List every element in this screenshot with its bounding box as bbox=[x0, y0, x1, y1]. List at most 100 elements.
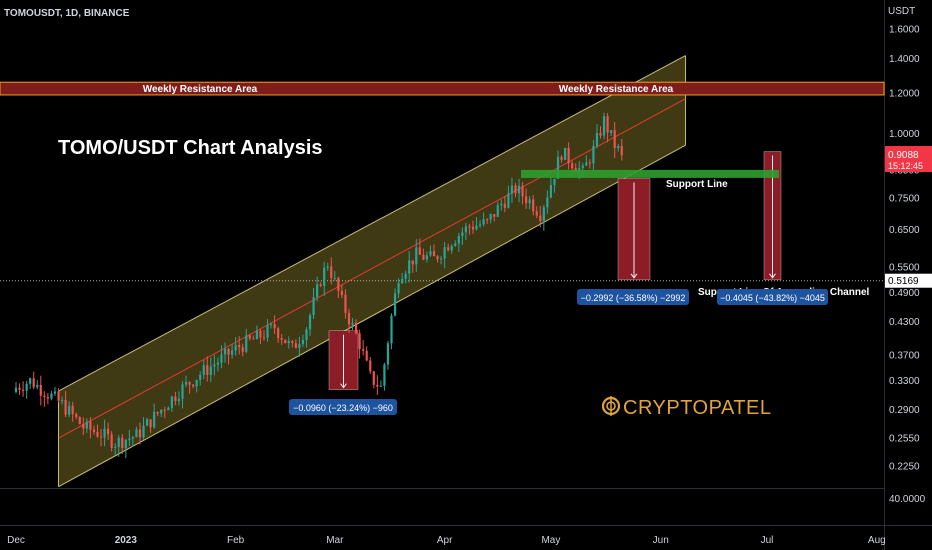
candle-body bbox=[167, 407, 170, 411]
candle-body bbox=[149, 419, 152, 428]
countdown-value: 15:12:45 bbox=[888, 161, 923, 171]
candle-body bbox=[415, 247, 418, 265]
candle bbox=[503, 196, 506, 213]
candle-body bbox=[223, 348, 227, 355]
candle bbox=[78, 416, 81, 425]
candle-body bbox=[333, 277, 336, 279]
lower-pane-tick-label: 40.0000 bbox=[889, 494, 926, 505]
candle bbox=[114, 443, 117, 455]
candle-body bbox=[238, 344, 241, 348]
candle-body bbox=[560, 156, 563, 160]
candle bbox=[29, 377, 32, 389]
candle bbox=[482, 212, 485, 227]
candle-body bbox=[25, 383, 28, 391]
candle-body bbox=[131, 437, 134, 439]
candle-body bbox=[89, 421, 92, 430]
candle-body bbox=[114, 447, 117, 449]
current-price-value: 0.9088 bbox=[888, 150, 919, 161]
candle bbox=[269, 322, 273, 329]
candle bbox=[213, 355, 216, 376]
candle bbox=[372, 370, 375, 389]
candle-body bbox=[99, 436, 103, 438]
candle bbox=[43, 391, 46, 407]
measure-box: −0.2992 (−36.58%) −2992 bbox=[577, 178, 689, 305]
candle bbox=[358, 329, 361, 359]
candle bbox=[316, 276, 319, 302]
candle-body bbox=[266, 325, 269, 338]
candle bbox=[606, 113, 609, 143]
candle bbox=[89, 417, 92, 439]
candle bbox=[71, 401, 74, 422]
candle-body bbox=[620, 146, 623, 156]
candle-body bbox=[319, 284, 322, 286]
candle-body bbox=[75, 413, 78, 418]
candle bbox=[457, 232, 460, 252]
candle-body bbox=[404, 273, 407, 279]
candle bbox=[131, 435, 134, 447]
candle-body bbox=[401, 278, 404, 284]
time-tick-label: May bbox=[541, 535, 560, 546]
candle bbox=[60, 396, 64, 405]
candle-body bbox=[379, 385, 382, 387]
candle-body bbox=[60, 399, 64, 401]
candle-body bbox=[153, 411, 156, 428]
candle bbox=[379, 380, 382, 388]
candle-body bbox=[305, 329, 308, 340]
weekly-resistance-area[interactable]: Weekly Resistance Area Weekly Resistance … bbox=[0, 81, 885, 96]
candle-body bbox=[549, 185, 553, 198]
resistance-label-right: Weekly Resistance Area bbox=[559, 84, 674, 95]
candle-body bbox=[613, 130, 616, 149]
currency-label: USDT bbox=[888, 6, 915, 17]
logo-text: CRYPTOPATEL bbox=[623, 397, 772, 419]
candle bbox=[238, 336, 241, 355]
candle-body bbox=[493, 214, 496, 217]
candle bbox=[535, 206, 538, 218]
candle-body bbox=[195, 379, 198, 387]
symbol-header: TOMOUSDT, 1D, BINANCE bbox=[4, 8, 130, 19]
candle-body bbox=[528, 199, 531, 204]
candle bbox=[415, 239, 418, 272]
candle bbox=[436, 254, 439, 263]
candle bbox=[354, 319, 358, 335]
candle-body bbox=[230, 350, 234, 355]
candle-body bbox=[298, 343, 301, 349]
time-tick-label: Aug bbox=[868, 535, 886, 546]
candle-body bbox=[29, 378, 32, 384]
candle bbox=[248, 333, 251, 341]
candle-body bbox=[354, 323, 358, 334]
time-tick-label: Dec bbox=[7, 535, 25, 546]
candle-body bbox=[358, 333, 361, 350]
candle bbox=[312, 287, 315, 320]
support-line-zone[interactable]: Support Line bbox=[521, 169, 779, 190]
candle-body bbox=[170, 396, 173, 408]
candle bbox=[53, 387, 57, 396]
candle bbox=[103, 419, 106, 447]
candle-body bbox=[192, 384, 195, 387]
candle bbox=[585, 155, 588, 166]
candle bbox=[411, 260, 414, 273]
candle bbox=[475, 217, 478, 231]
candle-body bbox=[563, 147, 567, 160]
measure-label: −0.2992 (−36.58%) −2992 bbox=[581, 293, 686, 303]
candle bbox=[337, 276, 340, 299]
time-axis[interactable]: Dec 2023 Feb Mar Apr May Jun Jul Aug bbox=[7, 535, 886, 546]
ascending-channel[interactable] bbox=[58, 55, 687, 488]
candle bbox=[121, 434, 124, 454]
candle bbox=[461, 227, 464, 246]
candle bbox=[443, 241, 446, 269]
candle bbox=[408, 251, 411, 283]
candle-body bbox=[128, 438, 131, 440]
candle-body bbox=[85, 421, 88, 429]
candle-body bbox=[301, 339, 305, 344]
candle-body bbox=[121, 437, 124, 449]
candle-body bbox=[585, 162, 588, 166]
candle bbox=[365, 346, 368, 362]
price-tick-label: 0.3300 bbox=[889, 376, 920, 387]
candle-body bbox=[117, 437, 120, 448]
candle bbox=[124, 439, 127, 459]
price-axis[interactable]: 1.60001.40001.20001.00000.85000.75000.65… bbox=[889, 25, 926, 506]
candle-body bbox=[571, 163, 574, 169]
candle-body bbox=[588, 162, 591, 164]
